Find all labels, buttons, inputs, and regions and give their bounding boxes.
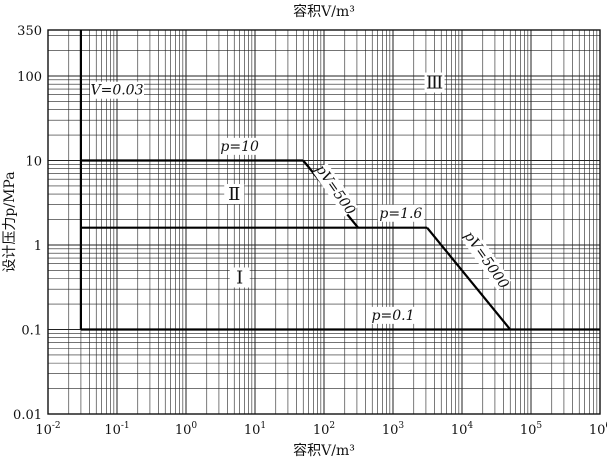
x-tick-label: 102 [313,421,335,438]
y-tick-label: 1 [34,239,42,254]
region-label: Ⅱ [228,184,240,205]
y-tick-label: 0.1 [21,323,42,338]
annotation-bg [90,81,144,99]
boundary-annotation: pV=5000 [460,228,511,292]
x-tick-label: 100 [175,421,198,438]
boundary-line [426,227,512,331]
region-bg [424,72,445,93]
boundary-annotation: pV=500 [312,162,358,218]
boundary-annotation: p=0.1 [372,308,415,324]
chart-grid [47,30,600,415]
region-bg [224,183,245,204]
boundary-annotation: p=10 [220,139,259,155]
region-label: Ⅲ [426,73,443,94]
top-axis-title: 容积V/m³ [293,3,355,20]
tick-labels: 10-210-11001011021031041051063501001010.… [13,24,607,438]
y-tick-label: 10 [25,154,42,169]
annotation-bg [220,137,259,155]
y-tick-label: 100 [17,70,42,85]
x-tick-label: 101 [244,421,266,438]
x-tick-label: 106 [589,421,607,438]
x-tick-label: 104 [451,421,474,438]
annotation-bg [313,162,358,217]
annotation-bg [461,229,512,291]
boundary-annotation: V=0.03 [90,83,143,99]
x-tick-label: 10-1 [104,421,129,438]
boundary-annotations: V=0.03 p=10 pV=500 p=1.6 pV=5000 p=0.1 [90,81,512,324]
y-tick-label: 0.01 [13,408,42,423]
annotation-bg [377,204,424,222]
boundary-lines [79,30,600,331]
x-tick-label: 10-2 [35,421,60,438]
x-tick-label: 105 [520,421,543,438]
plot-frame [47,29,601,415]
annotation-bg [370,306,416,324]
y-axis-label: 设计压力p/MPa [2,171,18,272]
region-bg [229,267,250,288]
x-tick-label: 103 [382,421,405,438]
x-axis-label: 容积V/m³ [293,442,355,459]
y-tick-label: 350 [17,24,42,39]
region-label: Ⅰ [236,267,243,288]
boundary-annotation: p=1.6 [379,206,422,222]
region-labels: Ⅲ Ⅱ Ⅰ [224,72,445,288]
